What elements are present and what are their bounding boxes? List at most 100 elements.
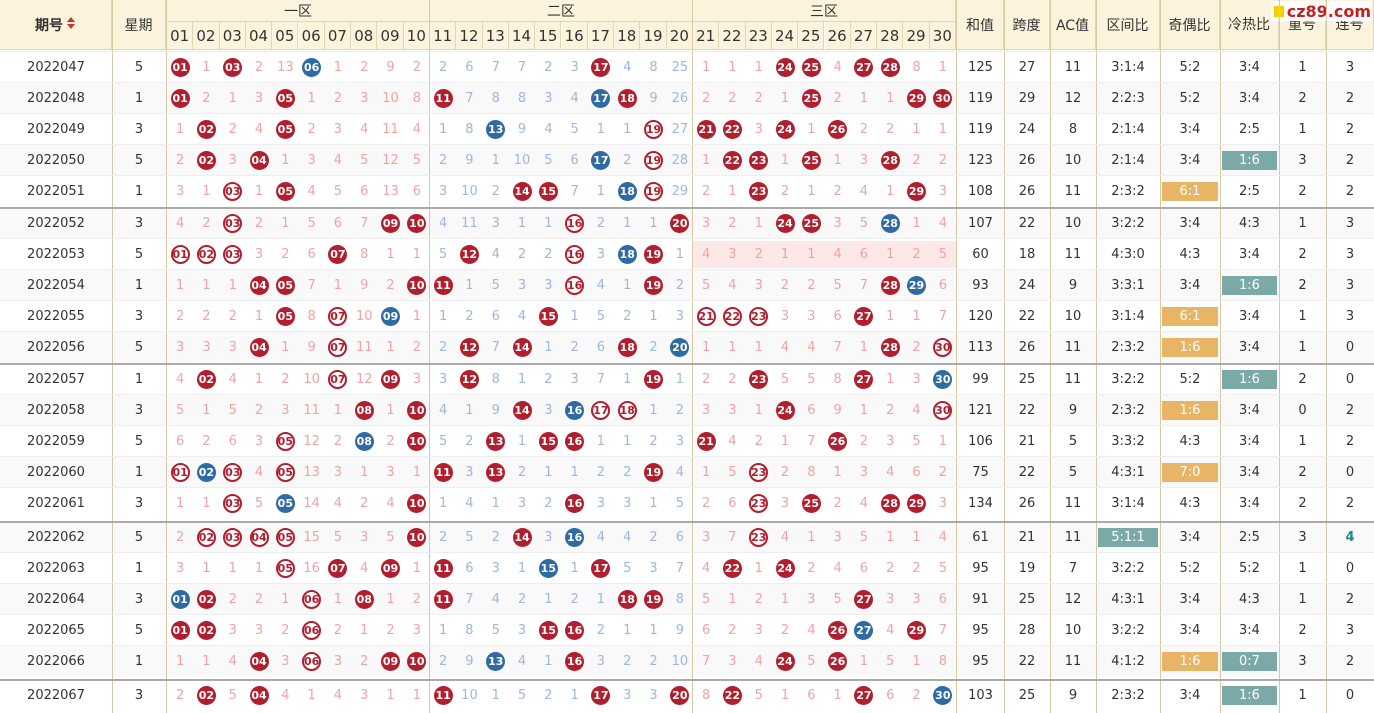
drawn-ball[interactable]: 12 [459,245,479,264]
drawn-ball[interactable]: 18 [617,401,637,420]
drawn-ball[interactable]: 27 [854,307,874,326]
drawn-ball[interactable]: 03 [223,494,243,513]
drawn-ball[interactable]: 25 [801,494,821,513]
drawn-ball[interactable]: 30 [933,89,953,108]
drawn-ball[interactable]: 22 [722,307,742,326]
drawn-ball[interactable]: 01 [170,245,190,264]
drawn-ball[interactable]: 18 [617,89,637,108]
drawn-ball[interactable]: 14 [512,338,532,357]
drawn-ball[interactable]: 11 [433,89,453,108]
drawn-ball[interactable]: 23 [749,307,769,326]
drawn-ball[interactable]: 29 [907,494,927,513]
drawn-ball[interactable]: 27 [854,58,874,77]
drawn-ball[interactable]: 17 [591,401,611,420]
drawn-ball[interactable]: 10 [407,432,427,451]
drawn-ball[interactable]: 17 [591,559,611,578]
drawn-ball[interactable]: 24 [775,401,795,420]
drawn-ball[interactable]: 01 [170,590,190,609]
drawn-ball[interactable]: 12 [459,370,479,389]
drawn-ball[interactable]: 07 [328,245,348,264]
drawn-ball[interactable]: 05 [275,307,295,326]
drawn-ball[interactable]: 23 [749,463,769,482]
drawn-ball[interactable]: 15 [538,559,558,578]
drawn-ball[interactable]: 09 [381,559,401,578]
drawn-ball[interactable]: 05 [275,559,295,578]
drawn-ball[interactable]: 27 [854,621,874,640]
drawn-ball[interactable]: 16 [565,214,585,233]
drawn-ball[interactable]: 04 [249,338,269,357]
drawn-ball[interactable]: 18 [617,338,637,357]
drawn-ball[interactable]: 17 [591,151,611,170]
drawn-ball[interactable]: 19 [644,370,664,389]
drawn-ball[interactable]: 25 [801,58,821,77]
drawn-ball[interactable]: 01 [170,463,190,482]
drawn-ball[interactable]: 19 [644,245,664,264]
drawn-ball[interactable]: 02 [196,120,216,139]
drawn-ball[interactable]: 26 [828,652,848,671]
header-issue[interactable]: 期号 [0,0,112,50]
drawn-ball[interactable]: 16 [565,432,585,451]
drawn-ball[interactable]: 07 [328,307,348,326]
drawn-ball[interactable]: 03 [223,528,243,547]
drawn-ball[interactable]: 10 [407,401,427,420]
drawn-ball[interactable]: 13 [486,120,506,139]
drawn-ball[interactable]: 04 [249,686,269,705]
drawn-ball[interactable]: 19 [644,590,664,609]
drawn-ball[interactable]: 02 [196,370,216,389]
drawn-ball[interactable]: 30 [933,401,953,420]
drawn-ball[interactable]: 03 [223,58,243,77]
drawn-ball[interactable]: 05 [275,432,295,451]
drawn-ball[interactable]: 02 [196,621,216,640]
drawn-ball[interactable]: 17 [591,89,611,108]
drawn-ball[interactable]: 17 [591,58,611,77]
drawn-ball[interactable]: 15 [538,432,558,451]
drawn-ball[interactable]: 02 [196,686,216,705]
drawn-ball[interactable]: 16 [565,494,585,513]
drawn-ball[interactable]: 27 [854,686,874,705]
drawn-ball[interactable]: 05 [275,276,295,295]
drawn-ball[interactable]: 29 [907,276,927,295]
drawn-ball[interactable]: 26 [828,120,848,139]
drawn-ball[interactable]: 11 [433,463,453,482]
drawn-ball[interactable]: 19 [644,120,664,139]
drawn-ball[interactable]: 08 [354,401,374,420]
drawn-ball[interactable]: 05 [275,182,295,201]
drawn-ball[interactable]: 02 [196,245,216,264]
drawn-ball[interactable]: 16 [565,401,585,420]
drawn-ball[interactable]: 15 [538,307,558,326]
drawn-ball[interactable]: 09 [381,370,401,389]
drawn-ball[interactable]: 21 [696,120,716,139]
drawn-ball[interactable]: 23 [749,370,769,389]
drawn-ball[interactable]: 22 [722,686,742,705]
drawn-ball[interactable]: 18 [617,245,637,264]
drawn-ball[interactable]: 03 [223,214,243,233]
drawn-ball[interactable]: 02 [196,151,216,170]
drawn-ball[interactable]: 01 [170,89,190,108]
drawn-ball[interactable]: 06 [302,58,322,77]
drawn-ball[interactable]: 08 [354,590,374,609]
drawn-ball[interactable]: 24 [775,559,795,578]
drawn-ball[interactable]: 19 [644,463,664,482]
drawn-ball[interactable]: 16 [565,652,585,671]
drawn-ball[interactable]: 02 [196,590,216,609]
drawn-ball[interactable]: 11 [433,559,453,578]
drawn-ball[interactable]: 24 [775,214,795,233]
drawn-ball[interactable]: 20 [670,686,690,705]
drawn-ball[interactable]: 03 [223,182,243,201]
drawn-ball[interactable]: 04 [249,528,269,547]
drawn-ball[interactable]: 09 [381,214,401,233]
drawn-ball[interactable]: 20 [670,214,690,233]
drawn-ball[interactable]: 25 [801,151,821,170]
drawn-ball[interactable]: 25 [801,89,821,108]
drawn-ball[interactable]: 01 [170,621,190,640]
drawn-ball[interactable]: 26 [828,432,848,451]
drawn-ball[interactable]: 21 [696,432,716,451]
drawn-ball[interactable]: 29 [907,89,927,108]
drawn-ball[interactable]: 03 [223,463,243,482]
drawn-ball[interactable]: 28 [880,338,900,357]
drawn-ball[interactable]: 11 [433,276,453,295]
drawn-ball[interactable]: 13 [486,463,506,482]
drawn-ball[interactable]: 18 [617,182,637,201]
drawn-ball[interactable]: 25 [801,214,821,233]
drawn-ball[interactable]: 28 [880,276,900,295]
